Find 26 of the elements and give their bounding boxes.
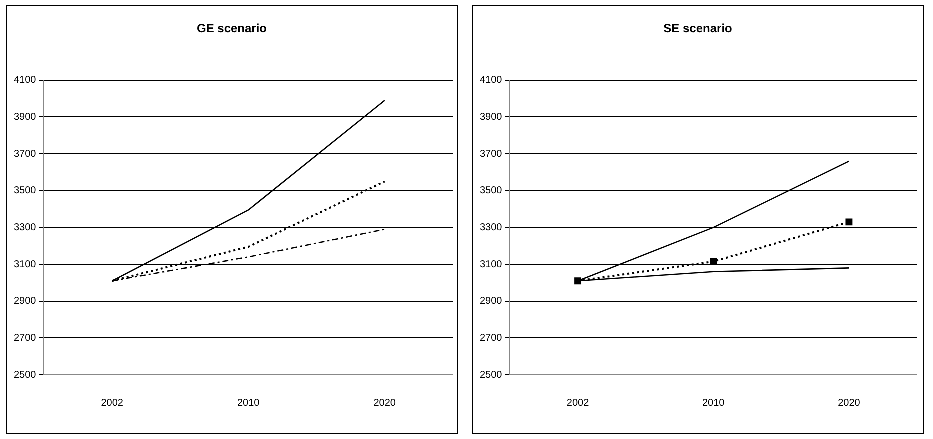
y-tick-label: 3100 <box>14 259 37 270</box>
x-tick-label: 2010 <box>238 398 260 409</box>
y-tick-label: 3700 <box>14 148 37 160</box>
x-tick-label: 2002 <box>566 398 590 409</box>
chart-title: SE scenario <box>664 22 732 36</box>
y-tick-label: 3500 <box>480 186 503 197</box>
y-tick-label: 2900 <box>14 296 37 308</box>
y-tick-label: 3300 <box>14 222 37 234</box>
y-tick-label: 3900 <box>14 112 37 123</box>
x-tick-label: 2010 <box>702 398 726 409</box>
x-tick-label: 2020 <box>374 398 396 409</box>
y-tick-label: 3700 <box>480 148 503 160</box>
y-tick-label: 3500 <box>14 186 37 197</box>
y-tick-label: 3100 <box>480 259 503 270</box>
x-tick-label: 2002 <box>101 398 124 409</box>
chart-title: GE scenario <box>196 22 268 36</box>
y-tick-label: 2700 <box>14 332 37 344</box>
y-tick-label: 3900 <box>480 112 503 123</box>
y-tick-label: 2500 <box>14 370 37 381</box>
y-tick-label: 4100 <box>14 75 37 86</box>
y-tick-label: 2700 <box>480 332 503 344</box>
x-tick-label: 2020 <box>838 398 861 409</box>
y-tick-label: 4100 <box>480 75 503 86</box>
y-tick-label: 2900 <box>480 296 503 308</box>
y-tick-label: 2500 <box>480 370 503 381</box>
y-tick-label: 3300 <box>480 222 503 234</box>
